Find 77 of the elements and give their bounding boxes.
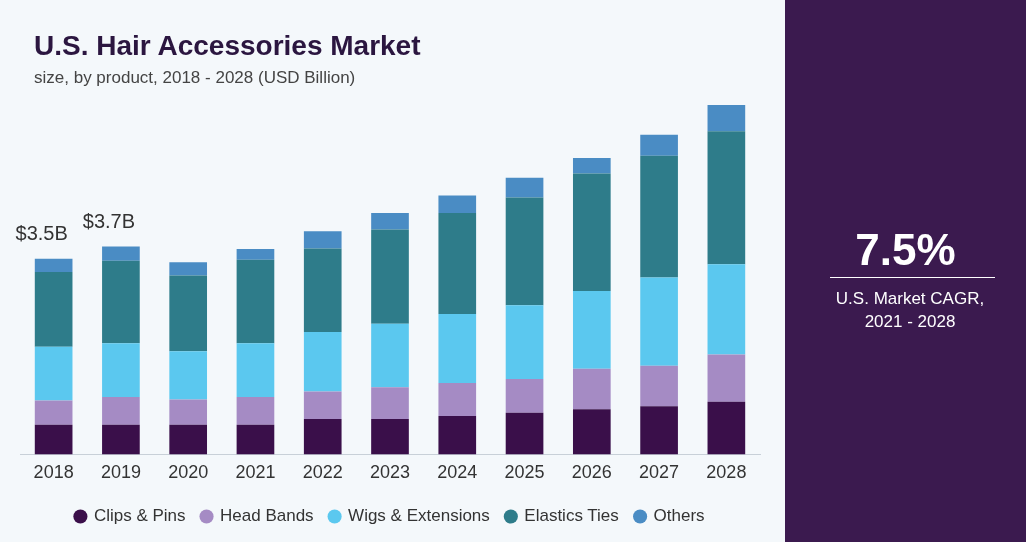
bar bbox=[707, 354, 746, 402]
bar bbox=[34, 346, 73, 401]
bar bbox=[169, 399, 208, 425]
bar bbox=[102, 246, 140, 261]
bar bbox=[102, 260, 140, 344]
bar bbox=[505, 197, 544, 306]
bar bbox=[438, 212, 477, 314]
bar bbox=[371, 387, 409, 420]
bar bbox=[438, 383, 477, 416]
bar bbox=[505, 305, 544, 379]
bar bbox=[640, 155, 678, 278]
bar bbox=[707, 131, 746, 265]
legend-label: Clips & Pins bbox=[93, 506, 186, 526]
bar bbox=[572, 173, 611, 291]
bar bbox=[640, 277, 678, 366]
legend-label: Elastics Ties bbox=[524, 506, 619, 526]
bar bbox=[438, 195, 477, 213]
bar bbox=[707, 401, 746, 455]
bar bbox=[371, 212, 409, 230]
bar bbox=[572, 290, 611, 369]
bar bbox=[505, 378, 544, 413]
bar bbox=[34, 272, 73, 347]
legend-label: Wigs & Extensions bbox=[348, 506, 490, 526]
bar bbox=[236, 248, 275, 260]
bar bbox=[236, 259, 275, 344]
bar bbox=[572, 409, 611, 455]
x-tick-label: 2028 bbox=[706, 462, 747, 483]
bar bbox=[236, 397, 275, 425]
bar bbox=[640, 406, 678, 455]
bar bbox=[371, 323, 409, 388]
bar bbox=[371, 229, 409, 324]
bar bbox=[438, 313, 477, 384]
x-tick-label: 2020 bbox=[168, 462, 209, 483]
bar bbox=[640, 365, 678, 407]
bar bbox=[707, 105, 746, 132]
bar bbox=[169, 262, 208, 276]
bar bbox=[169, 275, 208, 352]
x-tick-label: 2023 bbox=[369, 462, 411, 483]
bar bbox=[303, 231, 342, 249]
bar bbox=[102, 397, 140, 425]
x-tick-label: 2026 bbox=[571, 462, 612, 483]
bar bbox=[303, 248, 342, 333]
bar bbox=[572, 158, 611, 174]
bar bbox=[438, 415, 477, 455]
x-tick-label: 2025 bbox=[504, 462, 545, 483]
bar bbox=[169, 351, 208, 400]
chart-subtitle: size, by product, 2018 - 2028 (USD Billion) bbox=[34, 68, 356, 88]
text: 7.5% bbox=[854, 225, 957, 275]
bar bbox=[371, 419, 409, 455]
x-tick-label: 2021 bbox=[235, 462, 276, 483]
bar bbox=[236, 343, 275, 398]
bar bbox=[505, 177, 544, 198]
annotation: $3.7B bbox=[82, 210, 136, 233]
bar bbox=[34, 258, 73, 273]
bar bbox=[236, 424, 275, 455]
bar bbox=[169, 424, 208, 455]
bar bbox=[640, 134, 678, 156]
bar bbox=[102, 343, 140, 398]
bar bbox=[572, 368, 611, 410]
legend-label: Head Bands bbox=[220, 506, 314, 526]
chart-title: U.S. Hair Accessories Market bbox=[34, 30, 421, 62]
text: U.S. Market CAGR, 2021 - 2028 bbox=[835, 288, 985, 333]
x-tick-label: 2024 bbox=[437, 462, 478, 483]
bar bbox=[34, 424, 73, 455]
bar bbox=[303, 391, 342, 420]
bar bbox=[505, 412, 544, 455]
bar bbox=[707, 264, 746, 355]
bar bbox=[34, 400, 73, 425]
legend-label: Others bbox=[653, 506, 705, 526]
annotation: $3.5B bbox=[15, 222, 68, 245]
bar bbox=[102, 424, 140, 455]
x-tick-label: 2019 bbox=[100, 462, 141, 483]
x-tick-label: 2022 bbox=[302, 462, 343, 483]
bar bbox=[303, 332, 342, 392]
x-tick-label: 2018 bbox=[33, 462, 74, 483]
bar bbox=[303, 419, 342, 455]
x-tick-label: 2027 bbox=[639, 462, 680, 483]
